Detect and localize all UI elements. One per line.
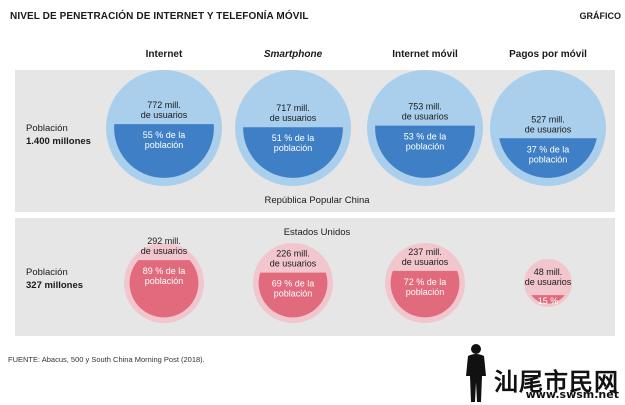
column-header-internet-movil: Internet móvil bbox=[392, 49, 458, 60]
us-users-label: 237 mill. bbox=[408, 247, 442, 257]
china-percent-label: 37 % de la bbox=[527, 144, 570, 154]
column-header-internet: Internet bbox=[145, 49, 183, 60]
china-users-label: de usuarios bbox=[525, 124, 572, 134]
us-country-label: Estados Unidos bbox=[283, 227, 351, 238]
china-percent-segment bbox=[243, 127, 343, 178]
us-bubble-0 bbox=[124, 243, 204, 323]
china-percent-label: población bbox=[406, 142, 445, 152]
us-percent-segment bbox=[129, 260, 199, 318]
us-population-label: Población 327 millones bbox=[26, 266, 83, 292]
china-percent-label: 51 % de la bbox=[272, 133, 315, 143]
china-percent-label: 55 % de la bbox=[143, 130, 186, 140]
china-users-label: de usuarios bbox=[402, 112, 449, 122]
us-users-label: 226 mill. bbox=[276, 249, 310, 259]
us-percent-segment bbox=[531, 295, 565, 304]
us-percent-label: población bbox=[406, 287, 445, 297]
source-note: FUENTE: Abacus, 500 y South China Mornin… bbox=[8, 355, 205, 364]
column-header-smartphone: Smartphone bbox=[263, 49, 323, 60]
us-percent-label: 69 % de la bbox=[272, 279, 315, 289]
us-users-label: de usuarios bbox=[141, 246, 188, 256]
china-percent-label: 53 % de la bbox=[404, 132, 447, 142]
us-outer-circle bbox=[524, 259, 572, 307]
china-country-label: República Popular China bbox=[264, 195, 370, 206]
china-population-value: 1.400 millones bbox=[26, 136, 91, 147]
china-percent-segment bbox=[114, 124, 214, 178]
china-users-label: 717 mill. bbox=[276, 103, 310, 113]
china-bubble-1 bbox=[235, 70, 351, 186]
person-silhouette-icon bbox=[466, 344, 486, 402]
grafico-label: GRÁFICO bbox=[579, 11, 622, 21]
us-users-label: 292 mill. bbox=[147, 236, 181, 246]
china-bubble-3 bbox=[490, 70, 606, 186]
us-bubble-3 bbox=[524, 259, 572, 307]
us-users-label: de usuarios bbox=[402, 257, 449, 267]
us-percent-label: población bbox=[274, 289, 313, 299]
us-users-label: 48 mill. bbox=[534, 267, 563, 277]
us-percent-segment bbox=[258, 272, 328, 318]
us-percent-label: población bbox=[145, 276, 184, 286]
us-percent-label: 15 % bbox=[538, 296, 559, 306]
china-users-label: 527 mill. bbox=[531, 114, 565, 124]
china-percent-label: población bbox=[529, 154, 568, 164]
us-percent-segment bbox=[390, 270, 460, 318]
chart-title: NIVEL DE PENETRACIÓN DE INTERNET Y TELEF… bbox=[10, 11, 309, 22]
china-users-label: de usuarios bbox=[270, 113, 317, 123]
watermark-text: 汕尾市民网 bbox=[494, 367, 619, 396]
china-bubble-0 bbox=[106, 70, 222, 186]
us-users-label: de usuarios bbox=[525, 277, 572, 287]
column-header-pagos-movil: Pagos por móvil bbox=[509, 49, 587, 60]
china-users-label: 753 mill. bbox=[408, 102, 442, 112]
us-percent-label: 72 % de la bbox=[404, 277, 447, 287]
china-bubble-2 bbox=[367, 70, 483, 186]
china-percent-segment bbox=[375, 125, 475, 178]
us-population-value: 327 millones bbox=[26, 280, 84, 291]
us-bubble-2 bbox=[385, 243, 465, 323]
china-population-label: Población 1.400 millones bbox=[26, 122, 91, 148]
china-percent-label: población bbox=[274, 143, 313, 153]
china-percent-label: población bbox=[145, 140, 184, 150]
us-population-title: Población bbox=[26, 267, 68, 278]
china-users-label: de usuarios bbox=[141, 110, 188, 120]
china-population-title: Población bbox=[26, 123, 68, 134]
us-bubble-1 bbox=[253, 243, 333, 323]
watermark-logo bbox=[466, 344, 486, 402]
us-users-label: de usuarios bbox=[270, 259, 317, 269]
us-percent-label: 89 % de la bbox=[143, 266, 186, 276]
china-users-label: 772 mill. bbox=[147, 100, 181, 110]
watermark-url: www.swsm.net bbox=[525, 388, 619, 401]
china-percent-segment bbox=[499, 138, 597, 178]
